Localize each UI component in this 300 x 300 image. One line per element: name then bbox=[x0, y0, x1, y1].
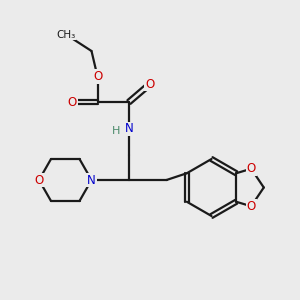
Text: O: O bbox=[68, 95, 76, 109]
Text: O: O bbox=[34, 173, 43, 187]
Text: O: O bbox=[146, 77, 154, 91]
Text: CH₃: CH₃ bbox=[56, 29, 76, 40]
Text: N: N bbox=[87, 173, 96, 187]
Text: O: O bbox=[93, 70, 102, 83]
Text: O: O bbox=[247, 200, 256, 213]
Text: H: H bbox=[112, 125, 121, 136]
Text: N: N bbox=[124, 122, 134, 136]
Text: O: O bbox=[247, 162, 256, 175]
